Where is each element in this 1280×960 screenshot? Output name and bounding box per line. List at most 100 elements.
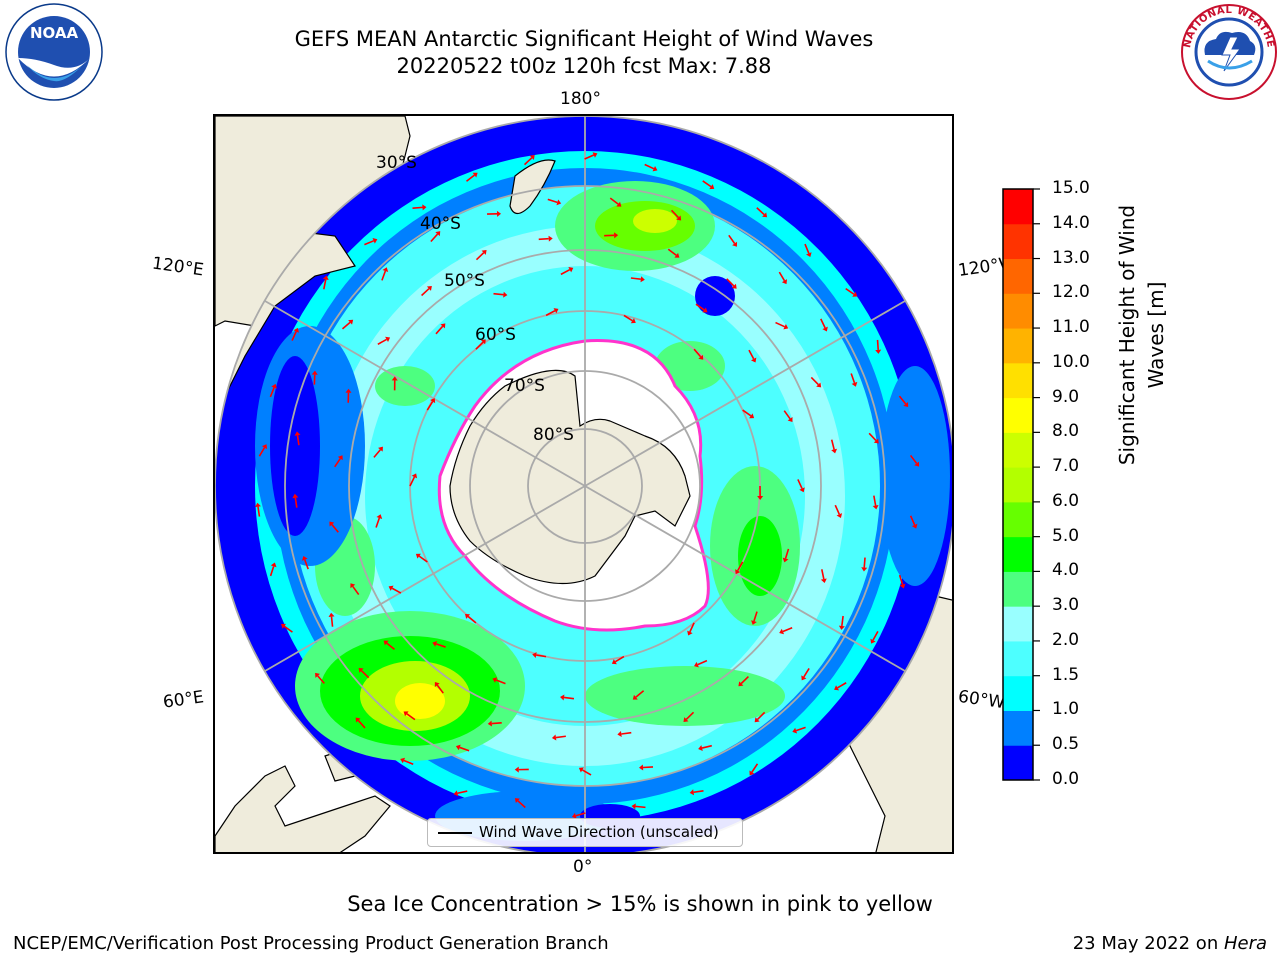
- wave-direction-arrowhead: [787, 417, 793, 423]
- wave-direction-arrow: [872, 631, 879, 641]
- wave-direction-arrowhead: [255, 502, 261, 508]
- wave-direction-arrowhead: [836, 513, 843, 518]
- wave-direction-arrowhead: [762, 212, 768, 218]
- wave-direction-arrow: [740, 675, 749, 685]
- wave-direction-arrow: [257, 506, 261, 517]
- wave-direction-arrowhead: [560, 694, 565, 701]
- colorbar-title: Significant Height of Wind Waves [m]: [1113, 185, 1171, 485]
- wave-direction-arrow: [386, 642, 395, 651]
- wave-direction-arrow: [742, 409, 752, 417]
- wave-direction-arrowhead: [872, 504, 879, 510]
- wave-direction-arrow: [909, 454, 918, 464]
- wave-direction-arrow: [841, 615, 844, 627]
- wave-direction-arrowhead: [376, 514, 383, 520]
- wave-direction-arrowhead: [455, 744, 461, 751]
- wave-direction-arrowhead: [292, 493, 299, 499]
- wind-wave-arrows: [255, 152, 920, 819]
- wave-direction-arrowhead: [617, 731, 622, 737]
- wave-direction-arrow: [898, 395, 907, 405]
- wave-direction-arrowhead: [782, 557, 789, 563]
- wave-direction-arrowhead: [801, 675, 807, 681]
- wave-direction-arrowhead: [322, 275, 329, 281]
- wave-direction-arrow: [466, 174, 475, 182]
- wave-direction-arrowhead: [261, 444, 268, 450]
- wave-direction-arrow: [810, 376, 819, 386]
- wave-direction-arrow: [459, 746, 470, 752]
- wave-direction-arrowhead: [592, 152, 598, 158]
- lat-label-80s: 80°S: [533, 425, 574, 445]
- colorbar-title-line2: Waves [m]: [1144, 281, 1168, 389]
- wave-direction-arrow: [898, 574, 904, 585]
- wave-direction-arrow: [748, 349, 755, 360]
- wave-direction-arrow: [457, 790, 468, 795]
- wave-direction-arrowhead: [348, 319, 354, 325]
- wave-direction-arrowhead: [735, 569, 741, 575]
- wave-direction-arrow: [726, 278, 735, 287]
- wave-direction-arrowhead: [514, 766, 519, 773]
- wave-direction-arrow: [834, 504, 841, 515]
- wave-direction-arrow: [377, 338, 387, 345]
- wave-direction-arrowhead: [481, 249, 487, 255]
- wave-direction-arrowhead: [831, 448, 838, 454]
- wave-direction-arrowhead: [411, 473, 418, 479]
- colorbar-band: [1003, 571, 1033, 607]
- wave-direction-arrow: [845, 287, 855, 295]
- colorbar-tick-label: 9.0: [1052, 386, 1080, 407]
- wave-direction-arrow: [621, 731, 632, 735]
- wave-direction-arrow: [695, 303, 705, 311]
- wave-direction-arrowhead: [911, 523, 918, 529]
- wave-direction-arrowhead: [698, 745, 703, 751]
- wave-direction-arrow: [475, 252, 485, 261]
- wave-direction-arrowhead: [329, 521, 335, 527]
- wave-direction-arrow: [495, 679, 506, 685]
- wave-direction-arrowhead: [698, 354, 704, 360]
- polar-map: [215, 116, 952, 852]
- wave-direction-arrowhead: [382, 267, 389, 273]
- wave-direction-arrow: [873, 495, 877, 506]
- wave-direction-arrow: [751, 763, 759, 773]
- wave-direction-arrowhead: [487, 720, 492, 727]
- colorbar-band: [1003, 745, 1033, 781]
- wave-direction-arrowhead: [852, 291, 858, 297]
- wave-direction-arrowhead: [578, 767, 584, 773]
- wave-direction-arrowhead: [403, 711, 409, 717]
- lon-label-0: 0°: [573, 857, 593, 877]
- wave-direction-arrowhead: [432, 641, 438, 647]
- wave-direction-arrowhead: [293, 327, 299, 333]
- colorbar-tick-label: 2.0: [1052, 629, 1080, 650]
- wave-direction-arrow: [421, 288, 430, 297]
- wave-direction-arrowhead: [422, 204, 427, 211]
- wave-direction-arrow: [341, 321, 351, 330]
- wave-direction-arrow: [296, 435, 300, 446]
- wave-direction-arrowhead: [391, 376, 398, 381]
- wave-direction-arrowhead: [903, 402, 909, 408]
- colorbar-band: [1003, 606, 1033, 642]
- colorbar: [1002, 188, 1040, 781]
- wave-direction-arrow: [375, 517, 381, 528]
- wave-direction-arrowhead: [532, 652, 537, 659]
- wave-direction-arrow: [430, 233, 439, 243]
- wave-direction-arrow: [909, 515, 916, 526]
- wave-direction-arrowhead: [551, 734, 557, 741]
- wave-direction-arrow: [545, 310, 556, 317]
- wave-direction-arrowhead: [614, 232, 619, 239]
- colorbar-tick-label: 4.0: [1052, 560, 1080, 581]
- wave-direction-arrowhead: [851, 381, 858, 387]
- lon-label-180: 180°: [560, 89, 601, 109]
- lat-label-50s: 50°S: [444, 271, 485, 291]
- wave-direction-arrow: [475, 341, 484, 350]
- wave-direction-arrow: [775, 321, 785, 328]
- wave-direction-arrowhead: [732, 241, 738, 247]
- wave-direction-arrow: [697, 659, 708, 666]
- wave-direction-arrow: [331, 524, 339, 533]
- wave-direction-arrow: [667, 248, 677, 256]
- wave-direction-arrowhead: [709, 184, 715, 190]
- wave-direction-arrow: [364, 240, 374, 246]
- wave-direction-arrow: [258, 447, 266, 457]
- wave-direction-arrowhead: [548, 235, 553, 242]
- wave-direction-arrow: [373, 449, 381, 458]
- colorbar-band: [1003, 293, 1033, 329]
- wave-direction-arrow: [269, 387, 275, 398]
- wave-direction-arrowhead: [355, 717, 361, 723]
- footer-host: Hera: [1223, 933, 1267, 954]
